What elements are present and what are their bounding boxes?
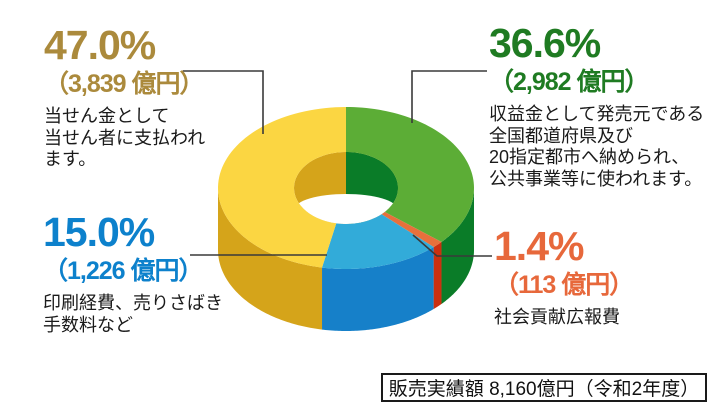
expense-description: 印刷経費、売りさばき 手数料など	[43, 293, 223, 335]
total-sales-text: 販売実績額 8,160億円（令和2年度）	[388, 379, 700, 400]
prize-percent: 47.0%	[44, 22, 156, 68]
slice-top-social	[381, 211, 442, 248]
public-works-amount: （2,982 億円）	[489, 68, 650, 96]
prize-amount: （3,839 億円）	[44, 70, 205, 98]
callout-line-public-works	[411, 70, 487, 123]
label-block-prize: 47.0% （3,839 億円） 当せん金として 当せん者に支払われ ます。	[44, 25, 205, 171]
slice-side-expense	[322, 247, 434, 331]
expense-amount: （1,226 億円）	[43, 257, 204, 285]
callout-line-social	[412, 234, 492, 257]
label-block-expense: 15.0% （1,226 億円） 印刷経費、売りさばき 手数料など	[43, 212, 223, 336]
prize-description: 当せん金として 当せん者に支払われ ます。	[44, 106, 206, 169]
social-amount: （113 億円）	[494, 271, 634, 299]
slice-top-prize	[218, 107, 346, 268]
slice-side-public-works	[441, 188, 474, 304]
social-percent: 1.4%	[494, 223, 584, 269]
slice-top-public-works	[346, 107, 474, 242]
public-works-description: 収益金として発売元である 全国都道府県及び 20指定都市へ納められ、 公共事業等に使わ…	[489, 104, 705, 189]
expense-percent: 15.0%	[43, 209, 155, 255]
slice-top-expense	[322, 214, 434, 269]
slice-side-prize	[218, 188, 323, 330]
callout-line-prize	[183, 70, 264, 134]
total-sales-box: 販売実績額 8,160億円（令和2年度）	[381, 373, 707, 402]
social-description: 社会貢献広報費	[494, 307, 620, 327]
hole-opening	[295, 194, 397, 224]
label-block-social: 1.4% （113 億円） 社会貢献広報費	[494, 223, 634, 329]
public-works-percent: 36.6%	[489, 20, 601, 66]
label-block-public-works: 36.6% （2,982 億円） 収益金として発売元である 全国都道府県及び 20指…	[489, 23, 704, 190]
slice-side-social	[433, 241, 442, 310]
